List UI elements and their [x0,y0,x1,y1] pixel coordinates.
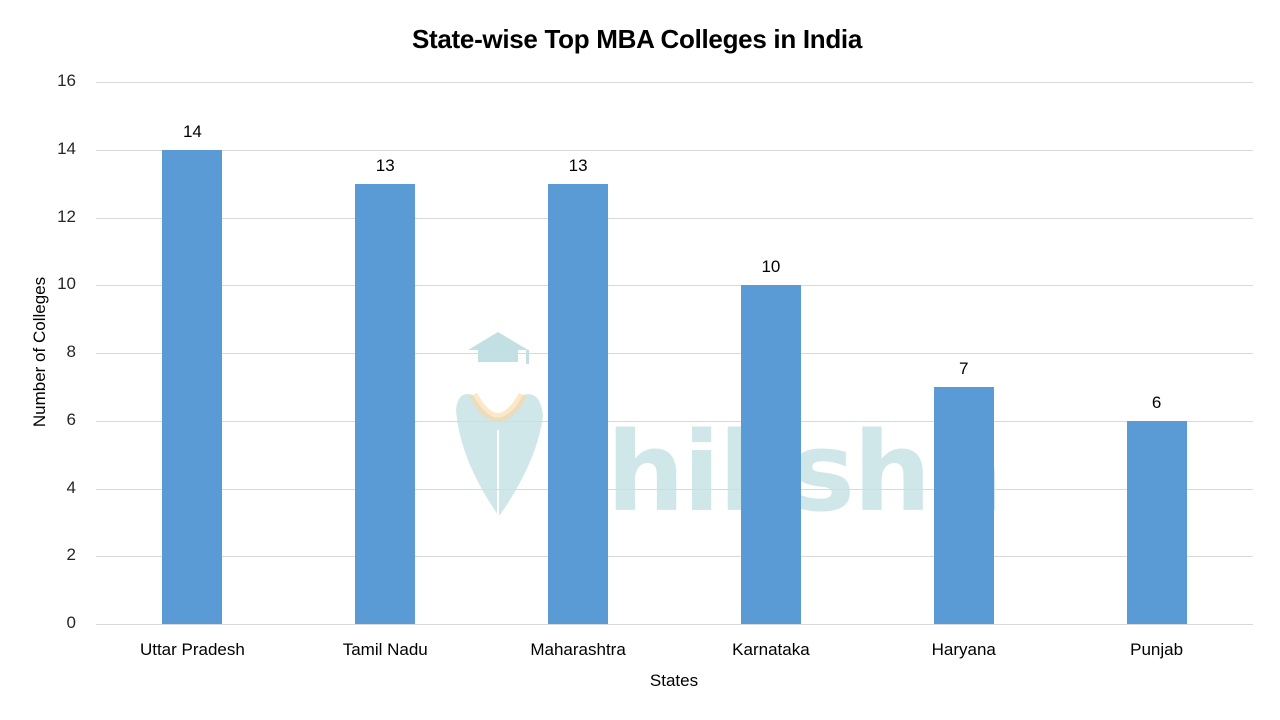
y-tick-label: 2 [66,545,76,565]
y-tick-label: 12 [57,206,76,226]
gridline [96,149,1253,151]
x-tick-label: Haryana [931,640,996,659]
gridline [96,353,1253,354]
x-axis-label: States [649,671,699,690]
x-tick-label: Tamil Nadu [342,640,428,659]
x-tick-label: Karnataka [732,640,810,659]
y-tick-label: 14 [57,138,76,158]
bar-tamil-nadu [355,183,416,624]
data-label: 13 [568,155,588,175]
chart-title: State-wise Top MBA Colleges in India [411,24,863,54]
gridline [96,624,1253,625]
data-label: 13 [375,155,395,175]
plot-area: 14 13 13 10 7 6 [96,82,1253,625]
y-tick-label: 6 [66,409,76,429]
bar-karnataka [740,285,801,624]
bar-punjab [1126,420,1187,624]
y-tick-label: 8 [66,342,76,361]
data-label: 10 [761,257,781,277]
gridline [96,217,1253,219]
gridline [96,488,1253,490]
data-label: 14 [182,121,202,141]
data-label: 6 [1151,392,1162,412]
y-tick-label: 4 [66,477,76,497]
data-label: 7 [959,358,969,378]
y-tick-label: 10 [57,274,76,294]
x-tick-label: Uttar Pradesh [139,640,245,659]
bar-uttar-pradesh [162,149,223,624]
gridline [96,420,1253,422]
x-tick-label: Punjab [1130,640,1184,659]
y-tick-label: 16 [57,71,76,90]
bar-haryana [933,386,994,624]
gridline [96,82,1253,83]
x-tick-label: Maharashtra [530,640,626,659]
gridline [96,285,1253,287]
y-tick-label: 0 [66,613,76,632]
bar-maharashtra [548,183,609,624]
gridline [96,556,1253,558]
